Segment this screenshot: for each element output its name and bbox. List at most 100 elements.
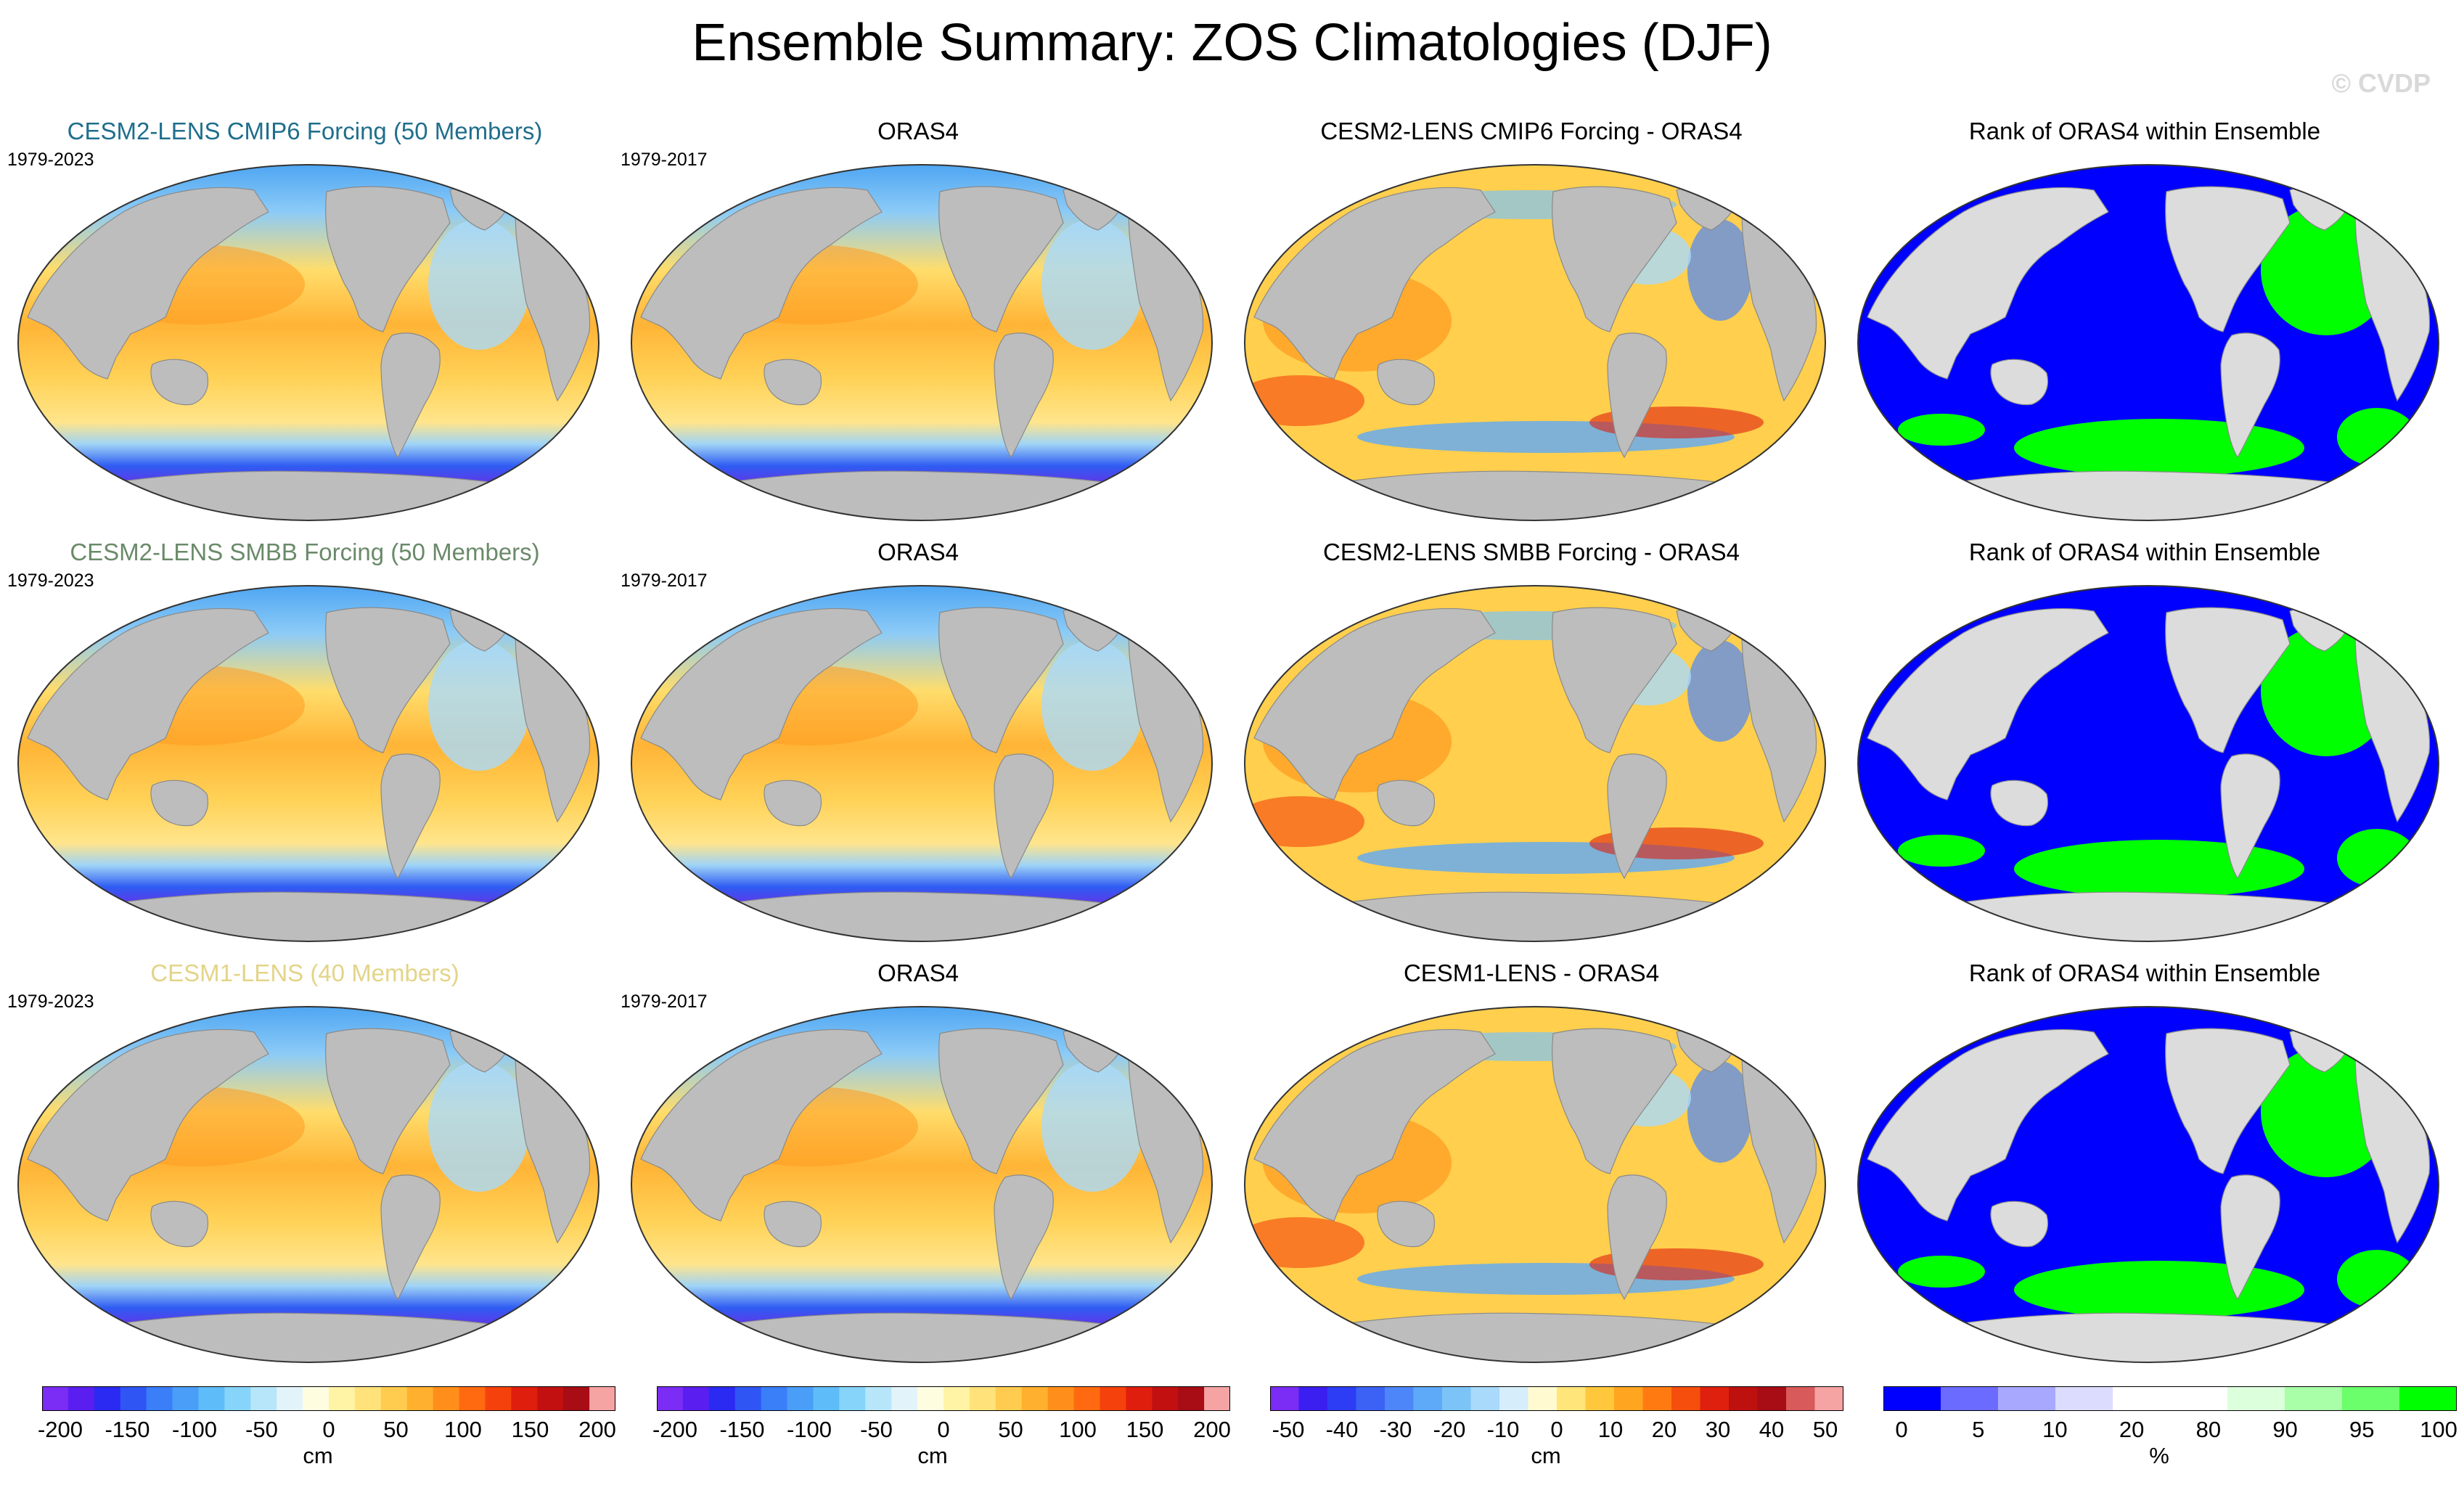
colorbar-unit-label: cm	[917, 1443, 948, 1468]
colorbar-swatch	[511, 1386, 538, 1411]
asia-landmass	[27, 608, 269, 801]
colorbar-swatch	[657, 1386, 684, 1411]
colorbar-tick-label: 50	[998, 1417, 1023, 1442]
climatology-map	[631, 1006, 1213, 1363]
map-outline	[631, 585, 1213, 942]
colorbar-swatch	[537, 1386, 564, 1411]
anomaly-region	[1687, 640, 1753, 742]
map-outline	[1244, 585, 1826, 942]
colorbar-tick-label: 10	[1597, 1417, 1624, 1442]
australia-landmass	[764, 780, 822, 827]
colorbar-tick-label: -100	[786, 1417, 832, 1442]
north-america-landmass	[325, 186, 451, 332]
colorbar-tick-label: 100	[1059, 1417, 1097, 1442]
north-america-landmass	[938, 1028, 1064, 1174]
australia-landmass	[1377, 359, 1435, 406]
colorbar-tick-label: 150	[511, 1417, 549, 1442]
colorbar-tick-label: 20	[1651, 1417, 1677, 1442]
south-america-landmass	[2220, 1174, 2280, 1301]
colorbar-tick-label: -50	[1272, 1417, 1305, 1442]
high-rank-region	[1898, 1256, 1985, 1288]
colorbar-unit-label: cm	[1531, 1443, 1561, 1468]
colorbar-tick-label: -30	[1379, 1417, 1412, 1442]
south-america-landmass	[994, 1174, 1054, 1301]
panel-difference: CESM2-LENS CMIP6 Forcing - ORAS4	[1234, 118, 1829, 524]
colorbar-tick-label: 200	[1193, 1417, 1231, 1442]
south-america-landmass	[380, 332, 441, 459]
colorbar-swatch	[250, 1386, 277, 1411]
colorbar-swatch	[1729, 1386, 1759, 1411]
colorbar-swatch	[1528, 1386, 1558, 1411]
colorbar-swatch	[67, 1386, 95, 1411]
colorbar-swatch	[734, 1386, 762, 1411]
main-title: Ensemble Summary: ZOS Climatologies (DJF…	[692, 14, 1772, 72]
colorbar-swatch	[1814, 1386, 1843, 1411]
colorbar-swatch	[891, 1386, 918, 1411]
map-outline	[1857, 1006, 2439, 1363]
asia-landmass	[1867, 1028, 2109, 1222]
colorbar-tick-label: 100	[444, 1417, 482, 1442]
colorbar-tick-label: -20	[1433, 1417, 1466, 1442]
asia-landmass	[1253, 608, 1496, 801]
colorbar-tick-label: -200	[37, 1417, 83, 1442]
colorbar-tick-label: 0	[1550, 1417, 1563, 1442]
colorbar-swatch	[42, 1386, 69, 1411]
panel-title: ORAS4	[877, 118, 959, 144]
asia-landmass	[1253, 1028, 1496, 1222]
anomaly-region	[1687, 219, 1753, 321]
period-label: 1979-2017	[621, 150, 708, 170]
colorbar-swatch	[303, 1386, 330, 1411]
rank-map	[1857, 1006, 2439, 1363]
colorbar-tick-label: -200	[652, 1417, 698, 1442]
colorbar-tick-label: -150	[719, 1417, 765, 1442]
colorbar-swatch	[813, 1386, 840, 1411]
colorbar-swatch	[708, 1386, 736, 1411]
period-label: 1979-2023	[7, 570, 94, 591]
colorbar-tick-label: 0	[322, 1417, 335, 1442]
north-america-landmass	[2165, 1028, 2291, 1174]
colorbar-swatch	[1499, 1386, 1529, 1411]
rank-map	[1857, 585, 2439, 942]
north-america-landmass	[325, 607, 451, 753]
colorbar-swatch	[1470, 1386, 1500, 1411]
rank-map	[1857, 164, 2439, 521]
colorbar-climatology: -200 -150 -100 -50 0 50 100 150 200 cm	[38, 1386, 616, 1473]
south-america-landmass	[994, 753, 1054, 880]
panel-observations: ORAS4 1979-2017	[621, 960, 1216, 1366]
colorbar-tick-label: -50	[860, 1417, 893, 1442]
colorbar-tick-label: 40	[1759, 1417, 1785, 1442]
colorbar-swatch	[329, 1386, 356, 1411]
asia-landmass	[1867, 187, 2109, 380]
panel-title: CESM2-LENS CMIP6 Forcing - ORAS4	[1320, 118, 1743, 144]
north-america-landmass	[325, 1028, 451, 1174]
colorbar-swatches	[42, 1386, 615, 1411]
panel-title: Rank of ORAS4 within Ensemble	[1968, 539, 2321, 565]
map-outline	[1857, 164, 2439, 521]
south-america-landmass	[2220, 753, 2280, 880]
australia-landmass	[150, 780, 208, 827]
colorbar-tick-label: -150	[105, 1417, 150, 1442]
asia-landmass	[27, 187, 269, 380]
australia-landmass	[1377, 1200, 1435, 1248]
colorbar-swatch	[1413, 1386, 1443, 1411]
colorbar-swatch	[224, 1386, 251, 1411]
panel-ensemble-mean: CESM2-LENS CMIP6 Forcing (50 Members) 19…	[7, 118, 602, 524]
colorbar-swatches	[1883, 1386, 2457, 1411]
panel-title: ORAS4	[877, 960, 959, 986]
asia-landmass	[1867, 608, 2109, 801]
map-outline	[17, 585, 599, 942]
colorbar-swatch	[1585, 1386, 1615, 1411]
colorbar-swatch	[1178, 1386, 1205, 1411]
colorbar-swatch	[1356, 1386, 1386, 1411]
colorbar-swatch	[917, 1386, 944, 1411]
colorbar-swatch	[433, 1386, 460, 1411]
colorbar-swatch	[563, 1386, 590, 1411]
colorbar-swatch	[1700, 1386, 1730, 1411]
colorbar-swatch	[2113, 1386, 2171, 1411]
climatology-map	[17, 1006, 599, 1363]
colorbar-tick-label: -50	[245, 1417, 278, 1442]
colorbar-swatch	[94, 1386, 121, 1411]
colorbar-swatch	[120, 1386, 147, 1411]
colorbar-swatch	[1998, 1386, 2056, 1411]
map-outline	[1857, 585, 2439, 942]
